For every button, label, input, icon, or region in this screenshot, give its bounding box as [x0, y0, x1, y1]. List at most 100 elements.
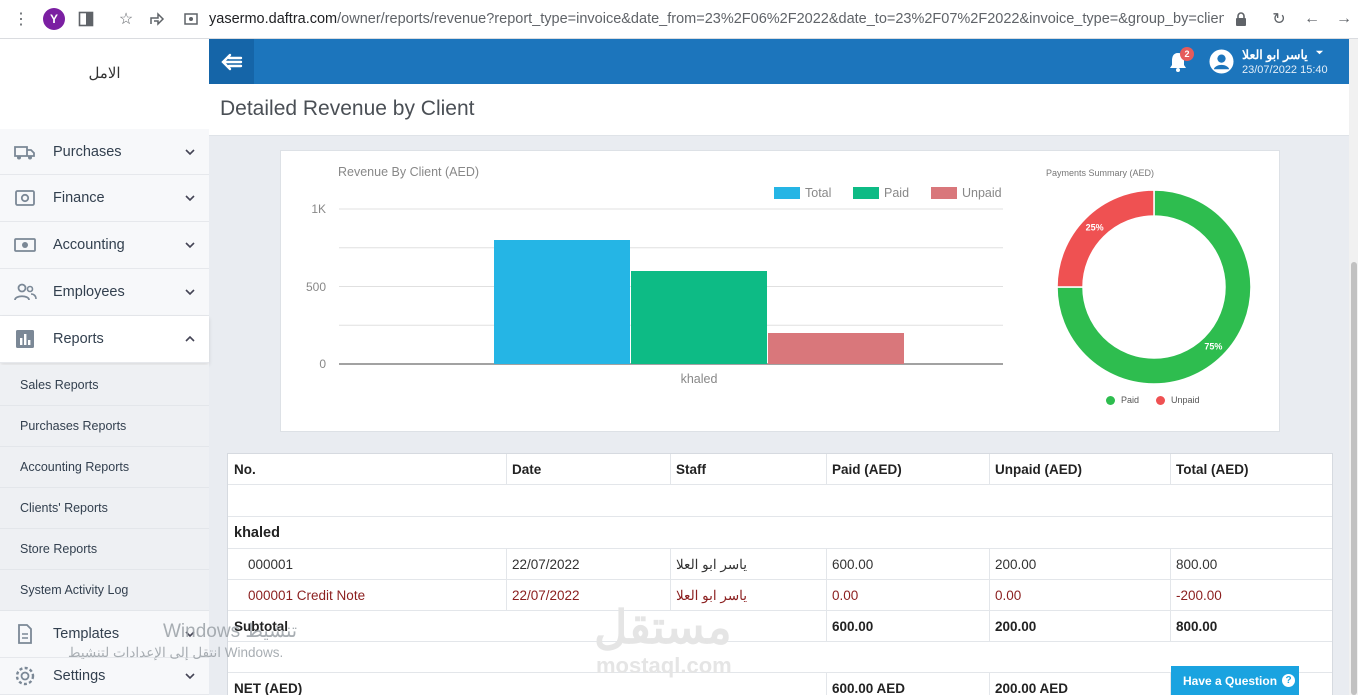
truck-icon	[14, 145, 35, 159]
row-unpaid: 0.00	[995, 588, 1022, 603]
legend-label: Paid	[884, 186, 910, 200]
row-date: 22/07/2022	[512, 588, 580, 603]
revenue-table: No. Date Staff Paid (AED) Unpaid (AED) T…	[227, 453, 1333, 695]
pie-legend-unpaid[interactable]: Unpaid	[1156, 395, 1200, 405]
bookmark-star-icon[interactable]: ☆	[118, 11, 134, 28]
sidebar-item-label: Purchases	[53, 143, 122, 160]
column-header[interactable]: Unpaid (AED)	[995, 462, 1082, 477]
bar-chart-title: Revenue By Client (AED)	[338, 165, 480, 179]
column-divider	[506, 580, 507, 611]
legend-unpaid[interactable]: Unpaid	[931, 186, 1002, 200]
submenu-accounting-reports[interactable]: Accounting Reports	[0, 447, 209, 488]
table-header-row: No. Date Staff Paid (AED) Unpaid (AED) T…	[228, 454, 1332, 485]
subtotal-total: 800.00	[1176, 619, 1218, 634]
y-tick-label: 500	[305, 280, 326, 294]
page-header: Detailed Revenue by Client	[209, 84, 1349, 136]
subtotal-row: Subtotal 600.00 200.00 800.00	[228, 611, 1332, 642]
have-a-question-button[interactable]: Have a Question ?	[1171, 666, 1299, 695]
credit-note-link[interactable]: 000001 Credit Note	[248, 588, 366, 603]
row-total: -200.00	[1176, 588, 1222, 603]
sidebar-item-finance[interactable]: Finance	[0, 175, 209, 222]
windows-activation-title: Windows تنشيط	[163, 621, 298, 642]
subtotal-paid: 600.00	[832, 619, 874, 634]
row-paid: 0.00	[832, 588, 859, 603]
column-divider	[1170, 673, 1171, 695]
column-divider	[989, 611, 990, 642]
reload-icon[interactable]: ↻	[1272, 11, 1286, 28]
caret-down-icon[interactable]	[1315, 48, 1324, 57]
column-header[interactable]: Total (AED)	[1176, 462, 1249, 477]
chevron-down-icon	[185, 148, 195, 155]
column-header[interactable]: No.	[234, 462, 256, 477]
gear-icon	[15, 666, 35, 686]
sidebar-item-settings[interactable]: Settings	[0, 658, 209, 695]
legend-total[interactable]: Total	[774, 186, 831, 200]
submenu-system-activity-log[interactable]: System Activity Log	[0, 570, 209, 611]
column-divider	[989, 454, 990, 485]
profile-avatar[interactable]: Y	[43, 8, 65, 30]
pie-slice-paid[interactable]	[1056, 189, 1252, 385]
submenu-clients-reports[interactable]: Clients' Reports	[0, 488, 209, 529]
sidebar-toggle-icon[interactable]	[75, 8, 97, 30]
pie-legend-paid[interactable]: Paid	[1106, 395, 1139, 405]
submenu-label: System Activity Log	[20, 583, 129, 597]
submenu-purchases-reports[interactable]: Purchases Reports	[0, 406, 209, 447]
legend-dot	[1106, 395, 1115, 405]
legend-label: Unpaid	[962, 186, 1002, 200]
submenu-label: Clients' Reports	[20, 501, 108, 515]
bar-paid[interactable]	[631, 271, 767, 364]
sidebar-item-label: Reports	[53, 331, 104, 347]
row-paid: 600.00	[832, 557, 874, 572]
kebab-menu-icon[interactable]: ⋮	[13, 11, 29, 28]
windows-activation-text: انتقل إلى الإعدادات لتنشيط Windows.	[68, 645, 284, 660]
user-avatar-icon[interactable]	[1209, 49, 1234, 74]
question-icon: ?	[1282, 674, 1296, 687]
user-name[interactable]: ياسر ابو العلا	[1242, 48, 1308, 62]
sidebar-item-reports[interactable]: Reports	[0, 316, 209, 363]
sidebar-item-employees[interactable]: Employees	[0, 269, 209, 316]
sidebar-item-templates[interactable]: Templates	[0, 611, 209, 658]
row-staff: ياسر ابو العلا	[676, 588, 748, 603]
chevron-up-icon	[185, 335, 195, 342]
bar-total[interactable]	[494, 240, 630, 364]
legend-swatch	[853, 187, 879, 199]
column-divider	[989, 673, 990, 695]
browser-toolbar: ⋮ Y ☆ yasermo.daftra.com/owner/reports/r…	[0, 0, 1358, 39]
submenu-label: Purchases Reports	[20, 419, 127, 433]
column-header[interactable]: Paid (AED)	[832, 462, 902, 477]
chevron-down-icon	[185, 242, 195, 249]
legend-paid[interactable]: Paid	[853, 186, 909, 200]
forward-nav-icon[interactable]: →	[1336, 10, 1352, 27]
table-row[interactable]: 000001 Credit Note 22/07/2022 ياسر ابو ا…	[228, 580, 1332, 611]
column-divider	[826, 580, 827, 611]
y-tick-label: 1K	[311, 202, 326, 216]
group-row: khaled	[228, 517, 1332, 549]
sidebar-item-purchases[interactable]: Purchases	[0, 129, 209, 175]
legend-swatch	[931, 187, 957, 199]
column-divider	[989, 549, 990, 580]
site-info-icon[interactable]	[180, 8, 202, 30]
sidebar-item-label: Finance	[53, 190, 105, 206]
column-header[interactable]: Staff	[676, 462, 706, 477]
column-header[interactable]: Date	[512, 462, 542, 477]
submenu-label: Accounting Reports	[20, 460, 130, 474]
table-row[interactable]: 000001 22/07/2022 ياسر ابو العلا 600.00 …	[228, 549, 1332, 580]
submenu-store-reports[interactable]: Store Reports	[0, 529, 209, 570]
column-divider	[826, 549, 827, 580]
scrollbar-thumb[interactable]	[1351, 262, 1357, 695]
bar-chart-icon	[16, 330, 34, 348]
submenu-sales-reports[interactable]: Sales Reports	[0, 365, 209, 406]
column-divider	[826, 454, 827, 485]
pie-slice-unpaid[interactable]	[1056, 189, 1155, 288]
address-bar[interactable]: yasermo.daftra.com/owner/reports/revenue…	[209, 11, 1224, 27]
empty-row	[228, 485, 1332, 517]
back-nav-icon[interactable]: ←	[1304, 10, 1320, 27]
sidebar-item-accounting[interactable]: Accounting	[0, 222, 209, 269]
collapse-sidebar-button[interactable]	[209, 39, 254, 84]
share-icon[interactable]	[146, 8, 168, 30]
brand-name: الامل	[88, 65, 121, 82]
pie-chart-title: Payments Summary (AED)	[1046, 168, 1155, 178]
invoice-number-link[interactable]: 000001	[248, 557, 294, 572]
bar-unpaid[interactable]	[768, 333, 904, 364]
brand-area[interactable]: الامل	[0, 39, 209, 145]
